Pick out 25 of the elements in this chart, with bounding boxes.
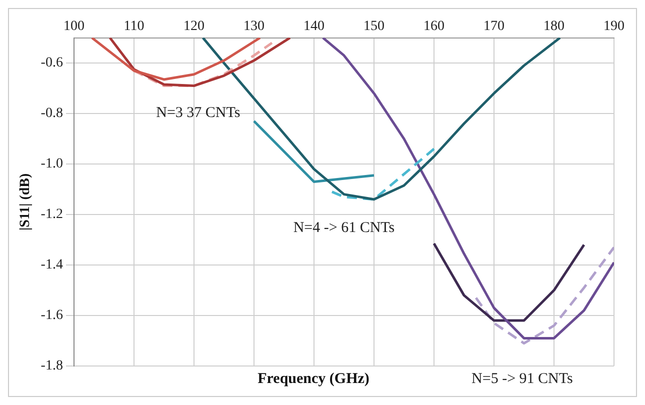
y-tick-label: -1.2 (40, 207, 63, 222)
y-axis-title: |S11| (dB) (18, 173, 34, 230)
x-tick-label: 170 (483, 19, 504, 34)
y-tick-label: -1.4 (40, 258, 63, 273)
x-tick-label: 100 (63, 19, 84, 34)
x-tick-label: 160 (423, 19, 444, 34)
x-tick-label: 180 (543, 19, 564, 34)
y-tick-label: -1.0 (40, 156, 63, 172)
x-tick-label: 150 (363, 19, 384, 34)
text: N=5 -> 91 CNTs (472, 371, 573, 388)
line-series (474, 246, 614, 345)
x-tick-label: 110 (124, 19, 144, 34)
x-axis-title: Frequency (GHz) (258, 370, 370, 387)
line-series (132, 42, 274, 88)
annotation: N=4 -> 61 CNTs (293, 220, 395, 236)
x-tick-label: 190 (604, 19, 624, 34)
x-tick-label: 120 (183, 19, 204, 34)
y-tick-label: -0.6 (40, 56, 63, 71)
x-tick-label: 130 (243, 19, 264, 34)
y-tick-label: -1.6 (40, 308, 63, 324)
x-tick-label: 140 (303, 19, 324, 34)
y-tick-label: -0.8 (40, 106, 63, 122)
y-tick-label: -1.8 (40, 358, 63, 374)
annotation: N=3 37 CNTs (156, 105, 240, 122)
line-series (330, 148, 436, 201)
